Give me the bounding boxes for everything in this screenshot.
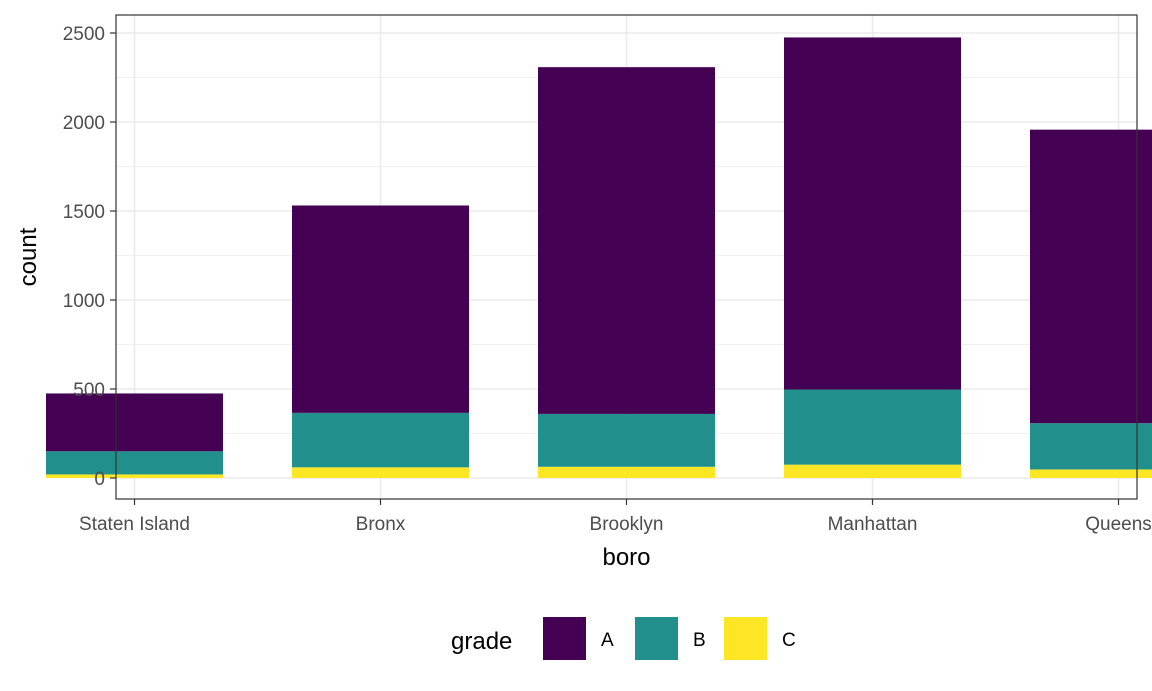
bar-staten-island-grade-c	[46, 474, 223, 478]
legend: grade A B C	[451, 617, 796, 660]
y-axis-title: count	[15, 227, 42, 286]
x-tick-label: Staten Island	[79, 514, 190, 535]
legend-key-c	[724, 617, 767, 660]
bars	[46, 37, 1152, 478]
bar-brooklyn-grade-a	[538, 67, 715, 414]
y-tick-label: 0	[94, 469, 105, 490]
bar-manhattan-grade-c	[784, 464, 961, 478]
bar-brooklyn-grade-c	[538, 466, 715, 478]
y-tick-label: 2500	[63, 24, 105, 45]
bar-brooklyn-grade-b	[538, 413, 715, 467]
bar-queens-grade-c	[1030, 469, 1152, 478]
legend-label-b: B	[693, 630, 706, 651]
bar-staten-island-grade-a	[46, 393, 223, 452]
legend-key-a	[543, 617, 586, 660]
x-tick-label: Bronx	[356, 514, 406, 535]
bar-bronx-grade-a	[292, 205, 469, 413]
y-tick-label: 1500	[63, 202, 105, 223]
bar-staten-island-grade-b	[46, 451, 223, 475]
legend-label-a: A	[601, 630, 614, 651]
x-axis-title: boro	[602, 544, 650, 571]
legend-key-b	[635, 617, 678, 660]
y-tick-label: 2000	[63, 113, 105, 134]
bar-manhattan-grade-a	[784, 37, 961, 390]
x-tick-label: Queens	[1085, 514, 1152, 535]
x-axis: Staten Island Bronx Brooklyn Manhattan Queen…	[79, 499, 1152, 535]
x-tick-label: Brooklyn	[590, 514, 664, 535]
y-axis: 0 500 1000 1500 2000 2500	[63, 24, 116, 490]
bar-bronx-grade-b	[292, 412, 469, 468]
x-tick-label: Manhattan	[828, 514, 918, 535]
bar-manhattan-grade-b	[784, 389, 961, 465]
legend-title: grade	[451, 628, 512, 655]
y-tick-label: 1000	[63, 291, 105, 312]
bar-queens-grade-b	[1030, 423, 1152, 470]
bar-queens-grade-a	[1030, 129, 1152, 424]
y-tick-label: 500	[73, 380, 105, 401]
bar-bronx-grade-c	[292, 467, 469, 478]
legend-label-c: C	[782, 630, 796, 651]
